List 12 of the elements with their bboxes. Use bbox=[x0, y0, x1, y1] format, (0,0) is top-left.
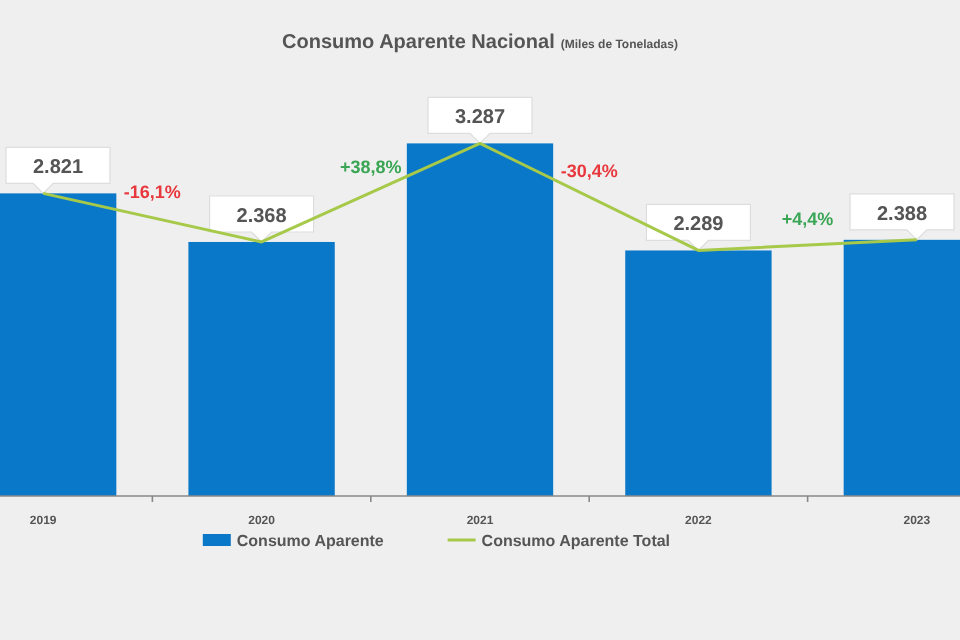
legend-label: Consumo Aparente Total bbox=[481, 532, 671, 550]
annotation: -16,1% bbox=[123, 181, 181, 202]
data-label: 2.289 bbox=[673, 214, 725, 237]
annotation: -30,4% bbox=[560, 160, 618, 181]
chart-title: Consumo Aparente Nacional bbox=[282, 32, 556, 54]
data-label: 2.368 bbox=[236, 205, 288, 228]
annotation: +38,8% bbox=[340, 156, 402, 177]
data-label: 2.821 bbox=[32, 157, 84, 180]
data-label: 2.388 bbox=[876, 203, 928, 226]
legend-label: Consumo Aparente bbox=[236, 532, 385, 550]
annotation: +4,4% bbox=[781, 209, 834, 230]
data-label: 3.287 bbox=[454, 107, 506, 130]
